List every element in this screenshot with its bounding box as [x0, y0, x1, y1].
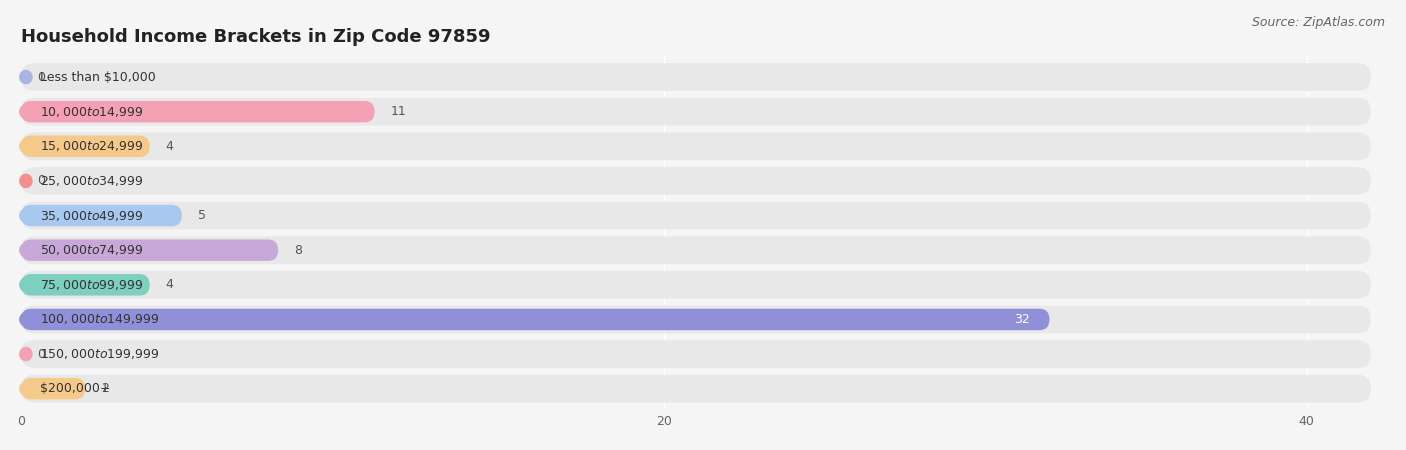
FancyBboxPatch shape — [21, 378, 86, 400]
Text: 11: 11 — [391, 105, 406, 118]
Text: 5: 5 — [198, 209, 205, 222]
Text: $10,000 to $14,999: $10,000 to $14,999 — [41, 105, 143, 119]
Text: 0: 0 — [37, 347, 45, 360]
Circle shape — [20, 382, 32, 395]
FancyBboxPatch shape — [21, 167, 1371, 195]
Text: 32: 32 — [1015, 313, 1031, 326]
FancyBboxPatch shape — [21, 340, 1371, 368]
FancyBboxPatch shape — [21, 236, 1371, 264]
FancyBboxPatch shape — [21, 306, 1371, 333]
Text: Source: ZipAtlas.com: Source: ZipAtlas.com — [1251, 16, 1385, 29]
Text: 8: 8 — [294, 244, 302, 256]
Text: $200,000+: $200,000+ — [41, 382, 111, 395]
Text: 0: 0 — [37, 71, 45, 84]
FancyBboxPatch shape — [21, 98, 1371, 126]
Circle shape — [20, 71, 32, 84]
FancyBboxPatch shape — [21, 101, 374, 122]
Text: 0: 0 — [37, 175, 45, 188]
FancyBboxPatch shape — [21, 309, 1049, 330]
Text: $35,000 to $49,999: $35,000 to $49,999 — [41, 208, 143, 223]
FancyBboxPatch shape — [21, 271, 1371, 299]
Circle shape — [20, 278, 32, 292]
Text: 4: 4 — [166, 140, 173, 153]
Circle shape — [20, 174, 32, 188]
Text: $50,000 to $74,999: $50,000 to $74,999 — [41, 243, 143, 257]
Text: Less than $10,000: Less than $10,000 — [41, 71, 156, 84]
FancyBboxPatch shape — [21, 63, 1371, 91]
Text: $100,000 to $149,999: $100,000 to $149,999 — [41, 312, 160, 326]
FancyBboxPatch shape — [21, 375, 1371, 403]
Circle shape — [20, 243, 32, 257]
Text: $75,000 to $99,999: $75,000 to $99,999 — [41, 278, 143, 292]
Circle shape — [20, 209, 32, 222]
FancyBboxPatch shape — [21, 274, 149, 296]
FancyBboxPatch shape — [21, 239, 278, 261]
Circle shape — [20, 313, 32, 326]
Circle shape — [20, 105, 32, 118]
FancyBboxPatch shape — [21, 202, 1371, 230]
Text: 4: 4 — [166, 278, 173, 291]
FancyBboxPatch shape — [21, 205, 181, 226]
Text: $25,000 to $34,999: $25,000 to $34,999 — [41, 174, 143, 188]
FancyBboxPatch shape — [21, 132, 1371, 160]
FancyBboxPatch shape — [21, 135, 149, 157]
Circle shape — [20, 347, 32, 360]
Text: 2: 2 — [101, 382, 110, 395]
Text: Household Income Brackets in Zip Code 97859: Household Income Brackets in Zip Code 97… — [21, 28, 491, 46]
Text: $15,000 to $24,999: $15,000 to $24,999 — [41, 140, 143, 153]
Circle shape — [20, 140, 32, 153]
Text: $150,000 to $199,999: $150,000 to $199,999 — [41, 347, 160, 361]
